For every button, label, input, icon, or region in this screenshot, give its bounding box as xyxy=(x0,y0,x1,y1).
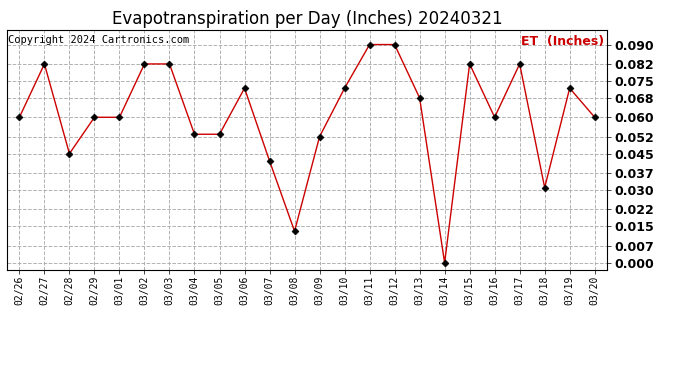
Title: Evapotranspiration per Day (Inches) 20240321: Evapotranspiration per Day (Inches) 2024… xyxy=(112,10,502,28)
Text: ET  (Inches): ET (Inches) xyxy=(521,35,604,48)
Text: Copyright 2024 Cartronics.com: Copyright 2024 Cartronics.com xyxy=(8,35,189,45)
